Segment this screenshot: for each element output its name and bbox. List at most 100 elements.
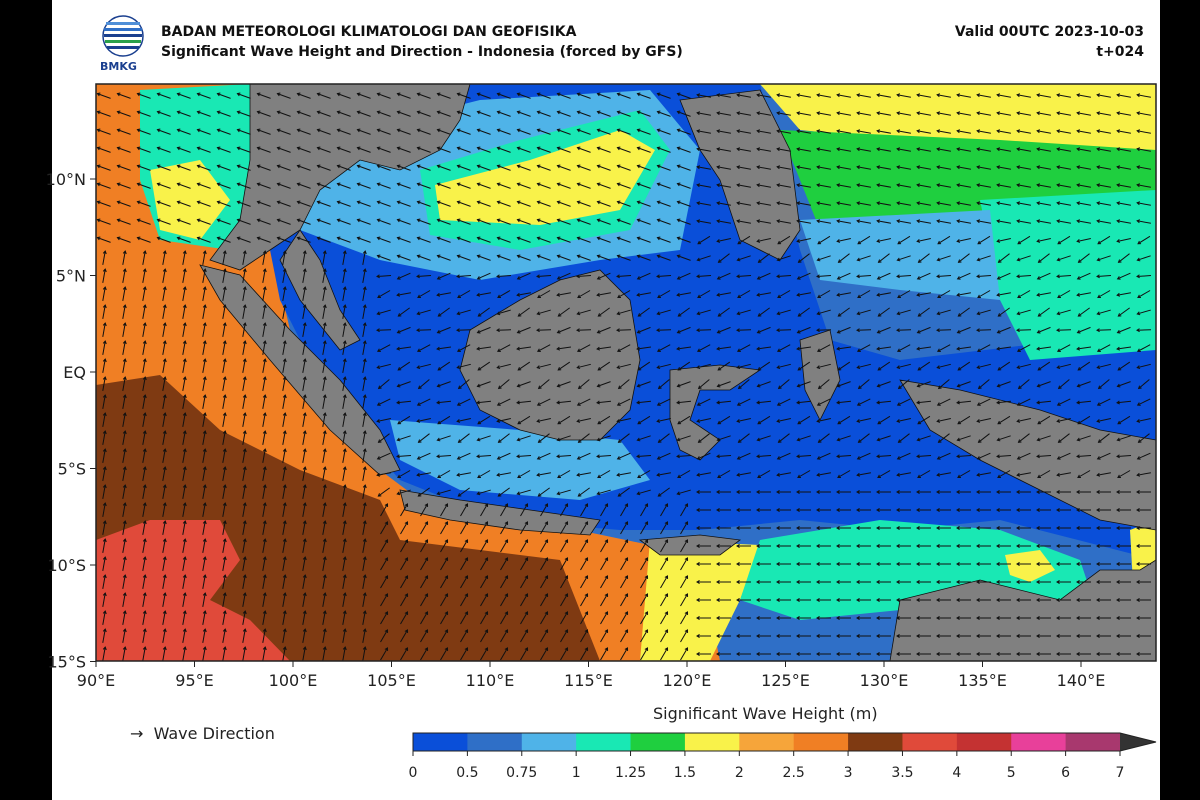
- wave-arrow: [162, 557, 166, 571]
- wave-arrow: [480, 539, 488, 553]
- wave-arrow: [262, 449, 266, 463]
- lon-label: 115°E: [564, 671, 613, 690]
- wave-arrow-head: [696, 652, 700, 656]
- wave-arrow-head: [516, 254, 521, 259]
- wave-arrow-head: [697, 385, 702, 390]
- wave-arrow-head: [424, 629, 429, 633]
- wave-arrow-head: [202, 412, 207, 417]
- wave-arrow-head: [716, 147, 721, 152]
- wave-arrow-head: [936, 219, 941, 224]
- wave-arrow-head: [916, 383, 921, 388]
- wave-arrow: [737, 112, 751, 116]
- wave-arrow: [977, 398, 991, 406]
- wave-arrow-head: [1116, 111, 1121, 116]
- wave-arrow: [937, 344, 951, 352]
- wave-arrow: [257, 219, 271, 225]
- lon-label: 125°E: [761, 671, 810, 690]
- wave-arrow: [596, 346, 612, 350]
- wave-arrow-head: [1036, 93, 1041, 98]
- wave-arrow-head: [504, 521, 509, 525]
- wave-arrow-head: [556, 110, 561, 115]
- wave-arrow: [917, 184, 931, 188]
- wave-arrow: [557, 435, 571, 441]
- wave-arrow-head: [596, 164, 601, 169]
- wave-arrow-head: [1136, 348, 1141, 352]
- wave-arrow-head: [536, 311, 541, 316]
- wave-arrow-head: [1016, 147, 1021, 152]
- wave-arrow-head: [182, 412, 187, 417]
- wave-arrow-head: [917, 420, 922, 425]
- wave-arrow-head: [616, 110, 621, 115]
- wave-arrow: [477, 165, 491, 171]
- wave-arrow: [217, 93, 231, 99]
- wave-arrow-head: [596, 182, 601, 187]
- wave-arrow-head: [222, 538, 227, 543]
- wave-arrow-head: [96, 182, 101, 187]
- wave-arrow-head: [536, 328, 540, 333]
- wave-arrow: [857, 235, 871, 245]
- wave-arrow: [517, 489, 531, 495]
- wave-arrow: [857, 309, 871, 315]
- wave-arrow-head: [997, 420, 1002, 425]
- wave-arrow-head: [376, 182, 381, 187]
- land-sulawesi: [669, 364, 762, 461]
- wave-arrow-head: [176, 92, 181, 97]
- wave-arrow-head: [664, 611, 669, 615]
- wave-arrow: [277, 93, 291, 99]
- wave-arrow-head: [396, 276, 401, 280]
- wave-arrow-head: [416, 456, 421, 460]
- wave-arrow: [377, 418, 391, 422]
- wave-arrow: [957, 184, 971, 188]
- wave-arrow: [302, 593, 306, 607]
- wave-arrow: [897, 148, 911, 152]
- wave-arrow-head: [416, 254, 421, 259]
- wave-arrow-head: [342, 322, 347, 327]
- wave-arrow: [242, 431, 246, 445]
- wave-arrow: [497, 93, 511, 99]
- wave-arrow: [1037, 166, 1051, 170]
- wave-arrow: [837, 435, 851, 441]
- wave-arrow: [557, 165, 571, 171]
- wave-arrow: [637, 326, 651, 334]
- wave-arrow: [516, 346, 532, 350]
- wave-arrow-head: [717, 474, 721, 479]
- wave-arrow: [418, 379, 430, 389]
- wave-arrow-head: [444, 503, 449, 507]
- wave-arrow: [440, 521, 448, 535]
- wave-arrow: [517, 292, 531, 296]
- wave-arrow: [537, 219, 551, 225]
- wave-arrow-head: [1056, 580, 1060, 584]
- wave-arrow-head: [142, 376, 147, 381]
- wave-arrow: [362, 341, 366, 355]
- wave-arrow: [102, 503, 106, 517]
- wave-arrow-head: [1136, 402, 1141, 406]
- wave-arrow-head: [376, 456, 381, 460]
- wave-arrow: [996, 400, 1012, 404]
- wave-arrow-head: [664, 593, 669, 597]
- wave-arrow-head: [957, 420, 962, 425]
- wave-arrow-head: [776, 93, 781, 98]
- wave-arrow: [757, 184, 771, 188]
- wave-arrow-head: [256, 92, 261, 97]
- wave-arrow-head: [656, 182, 661, 187]
- wave-arrow-head: [202, 520, 207, 525]
- wave-arrow: [222, 341, 226, 355]
- wave-arrow: [497, 129, 511, 135]
- wave-arrow-head: [716, 239, 721, 243]
- wave-arrow-head: [696, 472, 701, 477]
- wave-arrow: [518, 307, 530, 317]
- wave-arrow-head: [1016, 616, 1020, 620]
- wave-arrow: [396, 455, 412, 457]
- wave-arrow: [677, 361, 691, 371]
- wave-arrow: [520, 647, 528, 661]
- wave-arrow-head: [556, 218, 561, 223]
- wave-arrow: [177, 183, 191, 189]
- wave-arrow-head: [816, 526, 820, 530]
- wave-arrow-head: [437, 366, 442, 371]
- wave-arrow: [676, 400, 692, 404]
- wave-arrow-head: [122, 556, 127, 561]
- wave-arrow-head: [1016, 598, 1020, 602]
- wave-arrow: [1057, 472, 1071, 476]
- wave-arrow: [497, 309, 511, 315]
- colorbar-tick-label: 2: [735, 765, 744, 781]
